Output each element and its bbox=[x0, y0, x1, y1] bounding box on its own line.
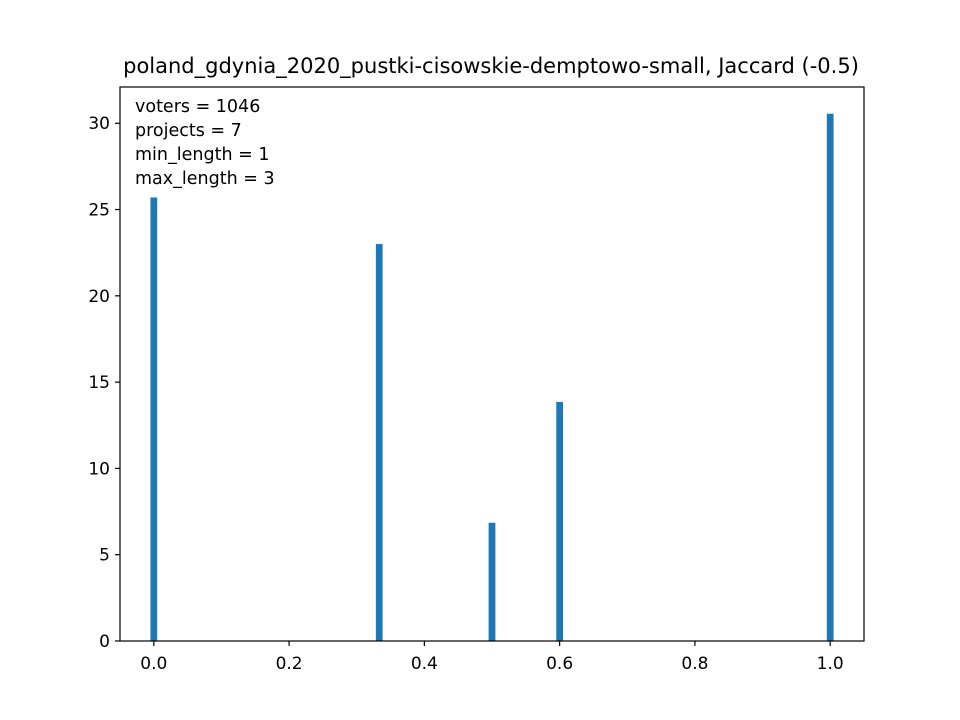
y-tick-label: 10 bbox=[88, 459, 110, 479]
x-tick-label: 1.0 bbox=[817, 654, 844, 674]
bar bbox=[826, 113, 834, 641]
stats-annotation: voters = 1046 projects = 7 min_length = 1 m… bbox=[135, 97, 275, 189]
y-tick-label: 5 bbox=[99, 546, 110, 566]
y-axis-ticks: 0 5 10 15 20 25 30 bbox=[88, 114, 120, 652]
x-tick-label: 0.2 bbox=[276, 654, 303, 674]
chart-title: poland_gdynia_2020_pustki-cisowskie-demp… bbox=[123, 54, 859, 79]
bar bbox=[150, 197, 158, 641]
x-tick-label: 0.4 bbox=[411, 654, 438, 674]
x-axis-ticks: 0.0 0.2 0.4 0.6 0.8 1.0 bbox=[140, 641, 844, 674]
bar bbox=[375, 244, 383, 641]
annotation-line: max_length = 3 bbox=[135, 169, 275, 189]
x-tick-label: 0.8 bbox=[681, 654, 708, 674]
x-tick-label: 0.0 bbox=[140, 654, 167, 674]
bar bbox=[488, 522, 496, 641]
y-tick-label: 30 bbox=[88, 114, 110, 134]
bars-group bbox=[150, 113, 834, 641]
plot-frame bbox=[119, 86, 865, 642]
annotation-line: min_length = 1 bbox=[135, 145, 269, 165]
bar bbox=[556, 401, 564, 641]
y-tick-label: 0 bbox=[99, 632, 110, 652]
y-tick-label: 25 bbox=[88, 201, 110, 221]
annotation-line: voters = 1046 bbox=[135, 97, 260, 117]
y-tick-label: 20 bbox=[88, 287, 110, 307]
annotation-line: projects = 7 bbox=[135, 121, 242, 141]
x-tick-label: 0.6 bbox=[546, 654, 573, 674]
y-tick-label: 15 bbox=[88, 373, 110, 393]
